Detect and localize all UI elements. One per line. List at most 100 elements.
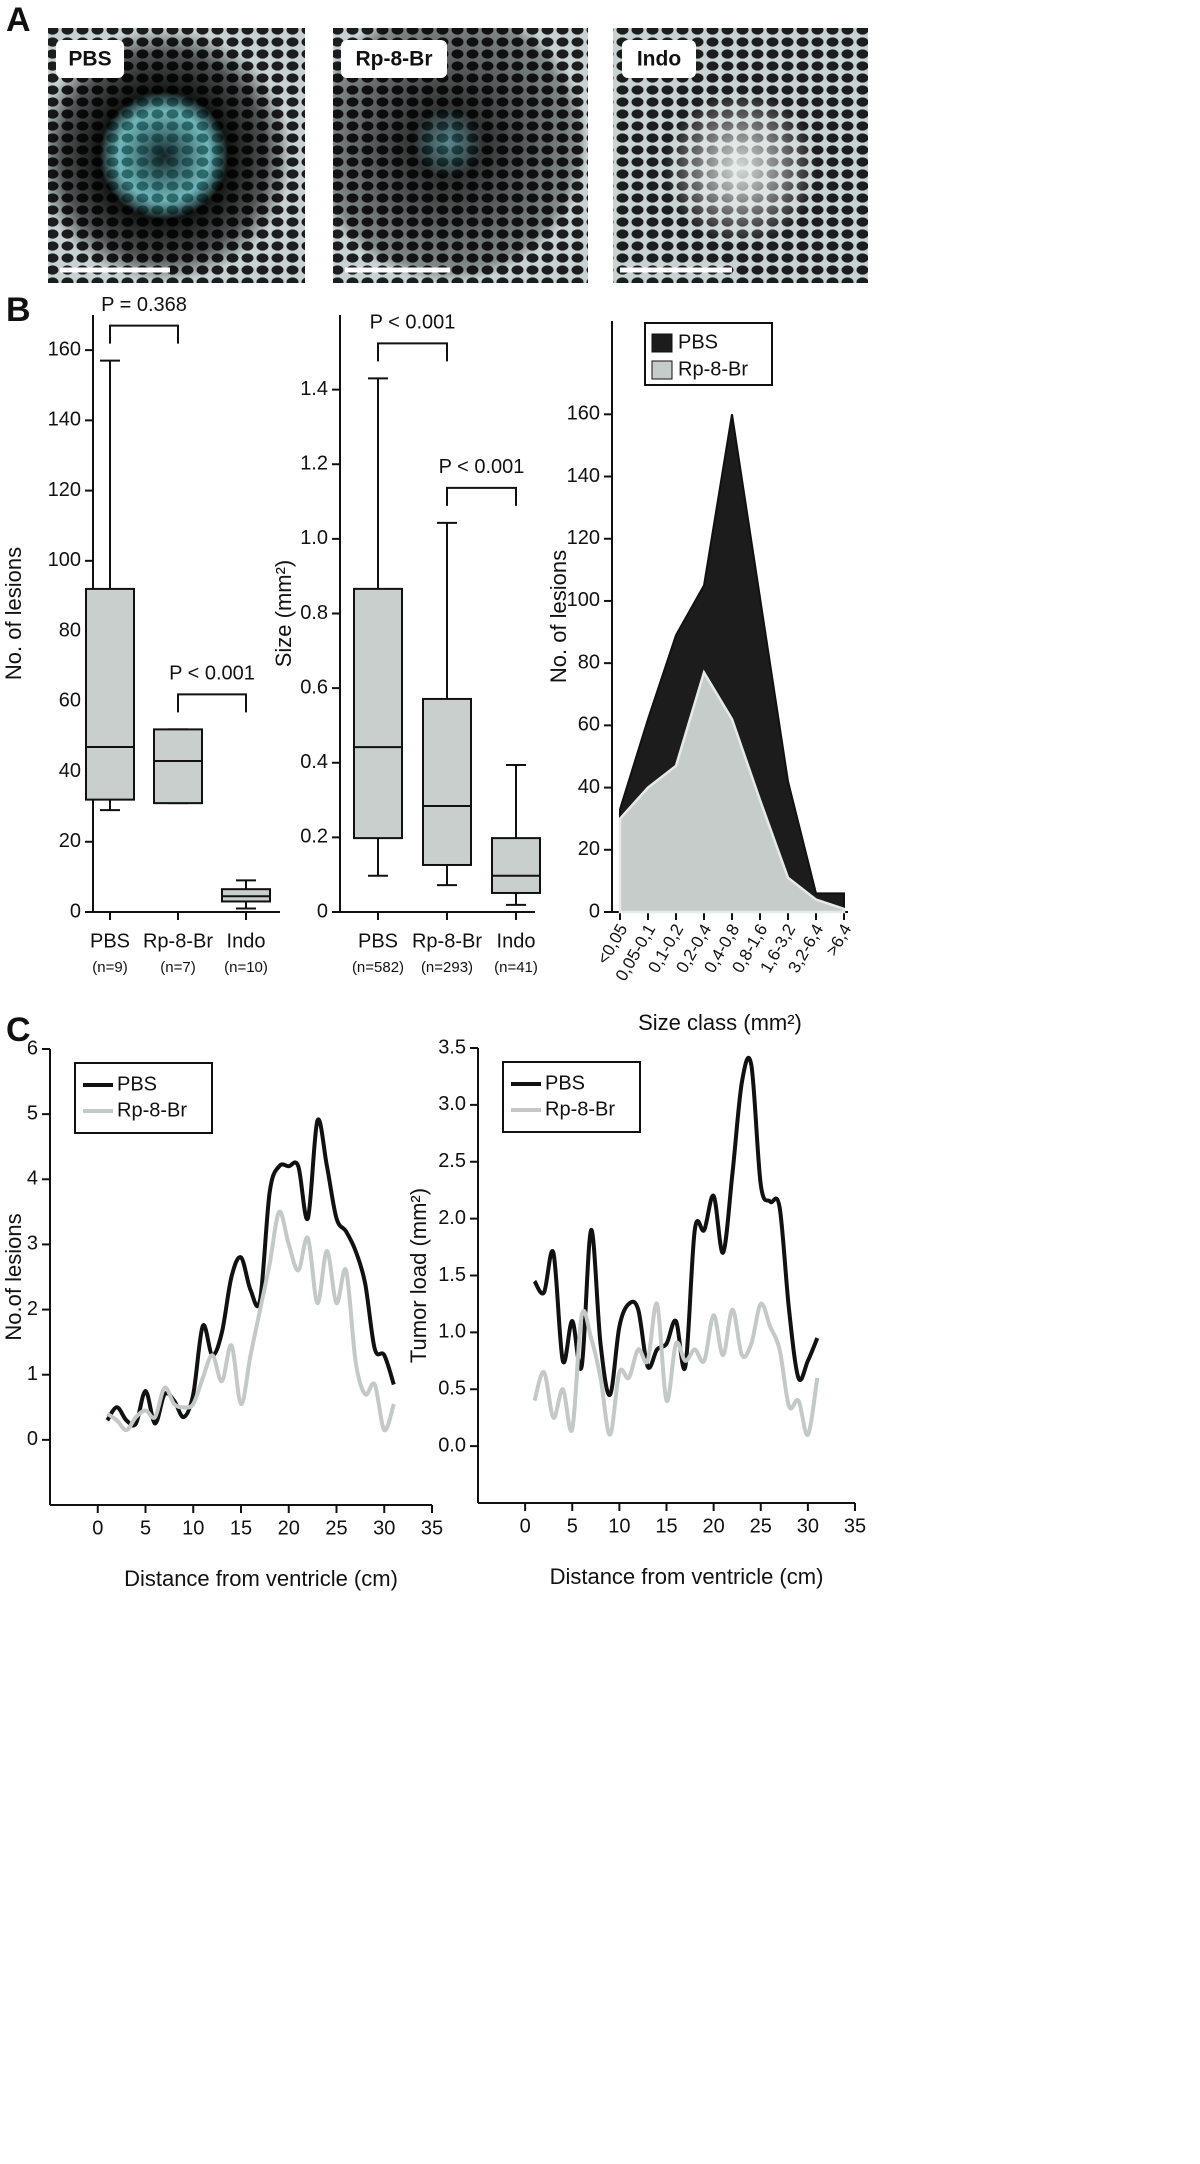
y-axis-label: Size (mm²) xyxy=(271,560,296,668)
legend-label: PBS xyxy=(545,1072,585,1094)
image-label: PBS xyxy=(68,48,111,71)
image-label: Rp-8-Br xyxy=(356,48,433,71)
sample-size: (n=9) xyxy=(92,959,127,976)
y-tick-label: 1.2 xyxy=(300,453,328,475)
line xyxy=(106,1209,396,1433)
box xyxy=(422,697,472,866)
y-tick-label: 20 xyxy=(578,838,600,860)
y-axis-label: Tumor load (mm²) xyxy=(406,1188,431,1363)
significance-label: P < 0.001 xyxy=(439,456,525,478)
y-tick-label: 1.0 xyxy=(438,1321,466,1343)
significance-bracket xyxy=(377,342,448,362)
y-tick-label: 0 xyxy=(317,900,328,922)
x-tick-label: Indo xyxy=(227,930,266,952)
legend-label: Rp-8-Br xyxy=(678,358,748,380)
x-axis-label: Distance from ventricle (cm) xyxy=(550,1564,824,1589)
y-tick-label: 0.5 xyxy=(438,1378,466,1400)
legend-box xyxy=(74,1062,213,1134)
panel-label: A xyxy=(6,1,31,39)
x-axis-label: Size class (mm²) xyxy=(638,1010,802,1035)
panel-label: B xyxy=(6,291,31,329)
y-tick-label: 1.5 xyxy=(438,1264,466,1286)
image-label-box xyxy=(622,40,696,78)
x-tick-label: Indo xyxy=(497,930,536,952)
y-tick-label: 3 xyxy=(27,1233,38,1255)
panel-label: C xyxy=(6,1011,31,1049)
significance-bracket xyxy=(446,486,517,506)
significance-bracket xyxy=(109,324,179,344)
box xyxy=(153,728,203,805)
y-tick-label: 120 xyxy=(48,479,81,501)
y-tick-label: 0 xyxy=(27,1428,38,1450)
x-tick-label: 10 xyxy=(182,1517,204,1539)
x-tick-label: 30 xyxy=(373,1517,395,1539)
sample-size: (n=293) xyxy=(421,959,473,976)
y-tick-label: 3.0 xyxy=(438,1093,466,1115)
micrograph: Rp-8-Br xyxy=(333,28,588,283)
y-tick-label: 2.0 xyxy=(438,1207,466,1229)
y-tick-label: 40 xyxy=(59,760,81,782)
y-tick-label: 100 xyxy=(567,589,600,611)
image-label: Indo xyxy=(637,48,681,71)
x-tick-label: 15 xyxy=(655,1515,677,1537)
x-tick-label: 25 xyxy=(750,1515,772,1537)
y-tick-label: 4 xyxy=(27,1168,38,1190)
box xyxy=(85,587,135,801)
significance-bracket xyxy=(177,693,247,713)
y-axis-label: No. of lesions xyxy=(546,550,571,683)
micrograph: Indo xyxy=(613,28,868,283)
y-tick-label: 100 xyxy=(48,549,81,571)
box xyxy=(353,587,403,840)
y-tick-label: 1.4 xyxy=(300,378,328,400)
x-tick-label: PBS xyxy=(358,930,398,952)
y-tick-label: 0.2 xyxy=(300,826,328,848)
y-tick-label: 120 xyxy=(567,527,600,549)
y-tick-label: 0 xyxy=(70,900,81,922)
significance-label: P < 0.001 xyxy=(169,663,255,685)
y-axis-label: No.of lesions xyxy=(1,1213,26,1340)
y-tick-label: 160 xyxy=(567,403,600,425)
y-tick-label: 3.5 xyxy=(438,1036,466,1058)
x-tick-label: 30 xyxy=(797,1515,819,1537)
y-tick-label: 1 xyxy=(27,1363,38,1385)
x-tick-label: 5 xyxy=(140,1517,151,1539)
y-tick-label: 0.6 xyxy=(300,676,328,698)
x-tick-label: 20 xyxy=(278,1517,300,1539)
sample-size: (n=7) xyxy=(160,959,195,976)
x-tick-label: PBS xyxy=(90,930,130,952)
y-tick-label: 0.0 xyxy=(438,1434,466,1456)
x-tick-label: 0 xyxy=(92,1517,103,1539)
sample-size: (n=10) xyxy=(224,959,268,976)
y-tick-label: 140 xyxy=(567,465,600,487)
significance-label: P = 0.368 xyxy=(101,294,187,316)
x-tick-label: 15 xyxy=(230,1517,252,1539)
micrograph: PBS xyxy=(48,28,305,283)
x-tick-label: 10 xyxy=(608,1515,630,1537)
y-tick-label: 60 xyxy=(59,690,81,712)
y-tick-label: 40 xyxy=(578,776,600,798)
y-tick-label: 0 xyxy=(589,900,600,922)
y-tick-label: 6 xyxy=(27,1037,38,1059)
y-tick-label: 5 xyxy=(27,1102,38,1124)
y-tick-label: 60 xyxy=(578,714,600,736)
x-tick-label: 20 xyxy=(703,1515,725,1537)
y-tick-label: 80 xyxy=(59,619,81,641)
significance-label: P < 0.001 xyxy=(370,312,456,334)
x-tick-label: 5 xyxy=(567,1515,578,1537)
box xyxy=(491,837,541,894)
y-axis-label: No. of lesions xyxy=(1,547,26,680)
image-label-box xyxy=(56,40,124,78)
y-tick-label: 20 xyxy=(59,830,81,852)
line xyxy=(105,1117,396,1428)
legend-swatch xyxy=(651,360,673,380)
x-axis-label: Distance from ventricle (cm) xyxy=(124,1566,398,1591)
line xyxy=(532,1301,820,1437)
x-tick-label: Rp-8-Br xyxy=(412,930,482,952)
x-tick-label: 25 xyxy=(325,1517,347,1539)
area xyxy=(618,669,846,914)
x-tick-label: 35 xyxy=(421,1517,443,1539)
legend-label: Rp-8-Br xyxy=(117,1099,187,1121)
sample-size: (n=41) xyxy=(494,959,538,976)
